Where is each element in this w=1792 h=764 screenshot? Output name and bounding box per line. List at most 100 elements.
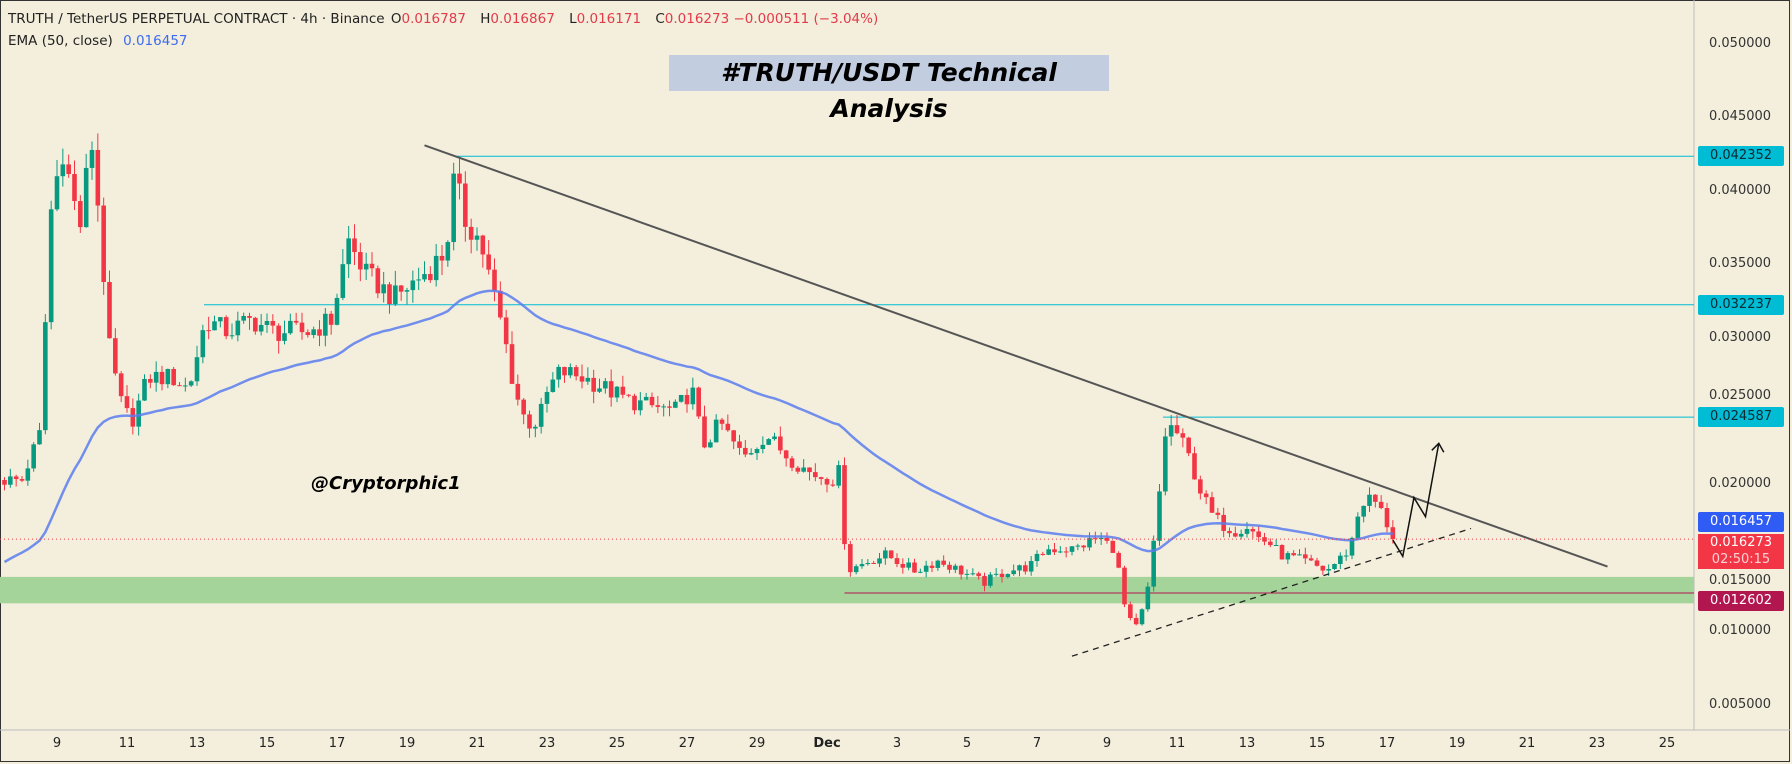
candle-body — [1215, 512, 1221, 515]
candle-body — [60, 164, 66, 177]
candle — [177, 382, 182, 387]
candle — [83, 153, 89, 228]
candle-body — [1198, 479, 1203, 494]
time-axis-tick: 11 — [118, 736, 136, 751]
candle — [953, 563, 958, 574]
candle — [183, 377, 188, 392]
candle-body — [958, 565, 964, 575]
candle-body — [177, 385, 182, 387]
candle — [807, 467, 812, 481]
time-axis-tick: 29 — [748, 736, 766, 751]
candle — [958, 564, 964, 580]
candle — [492, 258, 497, 302]
candle-body — [171, 368, 176, 386]
candle-body — [1355, 516, 1361, 538]
candle — [731, 429, 736, 450]
candle-body — [1308, 558, 1314, 561]
candle — [31, 442, 36, 472]
candle — [1209, 491, 1215, 513]
price-axis-tick: 0.045000 — [1709, 109, 1772, 125]
candle — [999, 569, 1005, 583]
candle — [1081, 544, 1086, 552]
candle — [888, 550, 894, 559]
candle — [398, 284, 404, 301]
candle — [1139, 608, 1145, 626]
open-label: O — [390, 11, 402, 27]
candle-body — [789, 458, 795, 468]
candle-body — [1203, 493, 1209, 498]
candle — [194, 345, 200, 386]
candle-body — [375, 268, 381, 294]
candle — [212, 315, 217, 331]
candle — [1075, 543, 1081, 551]
demand-zone — [0, 576, 1694, 604]
candle-body — [8, 476, 13, 485]
price-axis-tick: 0.020000 — [1709, 476, 1772, 492]
candle — [1338, 552, 1343, 570]
candle — [1128, 601, 1133, 621]
candle — [1285, 551, 1291, 565]
candle-body — [1063, 551, 1069, 553]
time-axis-tick: 25 — [1658, 736, 1676, 751]
candle-body — [573, 367, 579, 377]
candle-body — [993, 573, 999, 575]
candle — [124, 385, 130, 413]
candle-body — [218, 317, 223, 322]
candle-body — [381, 284, 386, 294]
candle — [19, 476, 25, 483]
candle-body — [608, 381, 614, 398]
candle — [60, 148, 66, 187]
time-axis-tick: 9 — [1102, 736, 1112, 751]
candle-body — [247, 315, 252, 318]
candle-body — [130, 408, 136, 427]
candle — [235, 311, 241, 342]
candle-body — [474, 235, 480, 240]
candle-body — [737, 441, 742, 448]
support-price-label: 0.012602 — [1698, 591, 1784, 611]
candle — [614, 385, 620, 403]
candle-body — [153, 371, 159, 383]
indicator-value: 0.016457 — [123, 33, 188, 49]
candle — [37, 422, 42, 445]
candle — [1046, 544, 1051, 556]
candle — [900, 558, 906, 574]
candle — [1233, 526, 1238, 538]
candle-body — [964, 573, 970, 575]
candle-body — [1303, 554, 1308, 559]
candle-body — [206, 330, 211, 332]
candle-body — [953, 565, 958, 570]
candle-body — [836, 465, 841, 486]
candle — [78, 195, 83, 233]
candle — [556, 364, 561, 388]
candle-body — [404, 290, 410, 292]
time-axis-tick: 19 — [1448, 736, 1466, 751]
candle-body — [358, 252, 363, 270]
candle-body — [223, 317, 229, 337]
candle-body — [1098, 538, 1104, 540]
candle-body — [783, 450, 789, 459]
indicator-legend[interactable]: EMA (50, close) 0.016457 — [8, 33, 188, 49]
candle-body — [142, 378, 147, 401]
candle — [1133, 613, 1139, 626]
candle-body — [258, 324, 264, 332]
candle-body — [463, 183, 468, 227]
candle-body — [416, 279, 421, 281]
candle — [25, 459, 31, 486]
candle — [270, 314, 276, 334]
candle-body — [1256, 531, 1261, 538]
time-axis-tick: 21 — [1518, 736, 1536, 751]
candle — [223, 315, 229, 340]
candle — [877, 552, 882, 568]
candle — [1273, 539, 1279, 546]
candle — [725, 414, 731, 432]
candle — [754, 447, 760, 460]
candle — [818, 476, 824, 486]
candle — [801, 459, 806, 473]
candle — [264, 313, 270, 333]
candle-body — [83, 167, 89, 228]
candle — [1034, 550, 1040, 567]
candle — [859, 559, 865, 569]
candle — [842, 457, 847, 550]
